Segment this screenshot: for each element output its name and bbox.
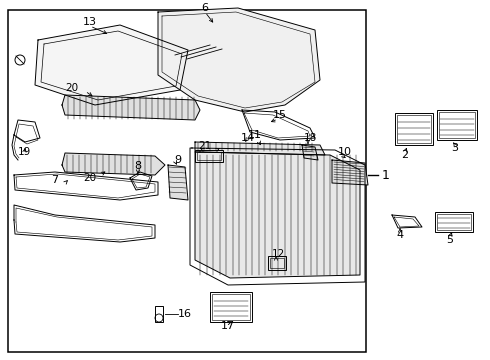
Text: 20: 20 [83,173,97,183]
Bar [435,212,473,232]
Text: 14: 14 [241,133,255,143]
Polygon shape [332,160,368,185]
Polygon shape [62,95,200,120]
Text: 5: 5 [446,235,454,245]
Text: 15: 15 [273,110,287,120]
Text: 12: 12 [271,249,285,259]
Polygon shape [35,25,188,105]
Bar [155,306,163,322]
Bar [395,113,433,145]
Text: 8: 8 [134,161,142,171]
Text: 13: 13 [83,17,97,27]
Bar [439,112,475,138]
Text: 21: 21 [198,141,212,151]
Bar [8,10,366,352]
Text: 4: 4 [396,230,404,240]
Text: 11: 11 [248,130,262,140]
Text: 16: 16 [178,309,192,319]
Bar [212,294,250,320]
Bar [268,256,286,270]
Text: 10: 10 [338,147,352,157]
Text: 6: 6 [201,3,209,13]
Polygon shape [158,8,320,112]
Text: 19: 19 [18,147,31,157]
Text: 20: 20 [66,83,78,93]
Text: 3: 3 [451,143,459,153]
Text: 18: 18 [303,133,317,143]
Bar [437,214,471,230]
Bar [197,152,221,160]
Text: 2: 2 [401,150,409,160]
Polygon shape [195,142,325,155]
Text: 9: 9 [174,155,182,165]
Bar [270,258,284,268]
Text: 7: 7 [51,175,59,185]
Polygon shape [168,165,188,200]
Bar [437,110,477,140]
Bar [210,292,252,322]
Text: 17: 17 [221,321,235,331]
Polygon shape [62,153,165,175]
Bar [397,115,431,143]
Bar [195,150,223,162]
Polygon shape [195,152,360,278]
Text: 1: 1 [382,168,390,181]
Polygon shape [302,145,318,160]
